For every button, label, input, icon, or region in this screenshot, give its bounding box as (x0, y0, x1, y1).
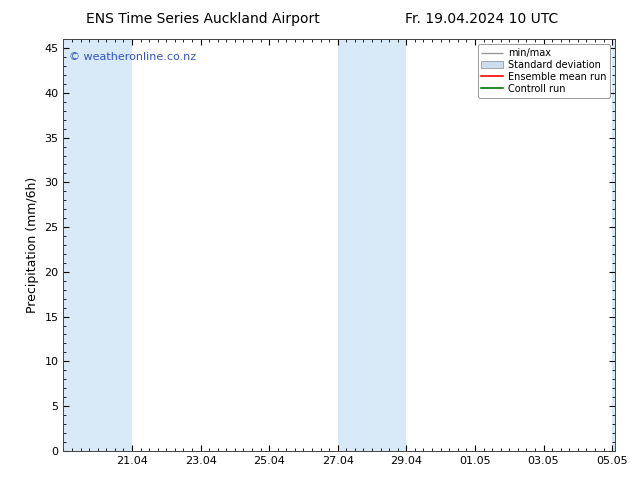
Text: ENS Time Series Auckland Airport: ENS Time Series Auckland Airport (86, 12, 320, 26)
Bar (63, 39, 132, 451)
Text: © weatheronline.co.nz: © weatheronline.co.nz (69, 51, 196, 62)
Text: Fr. 19.04.2024 10 UTC: Fr. 19.04.2024 10 UTC (405, 12, 559, 26)
Bar (612, 39, 615, 451)
Legend: min/max, Standard deviation, Ensemble mean run, Controll run: min/max, Standard deviation, Ensemble me… (477, 44, 610, 98)
Y-axis label: Precipitation (mm/6h): Precipitation (mm/6h) (26, 177, 39, 313)
Bar (338, 39, 406, 451)
